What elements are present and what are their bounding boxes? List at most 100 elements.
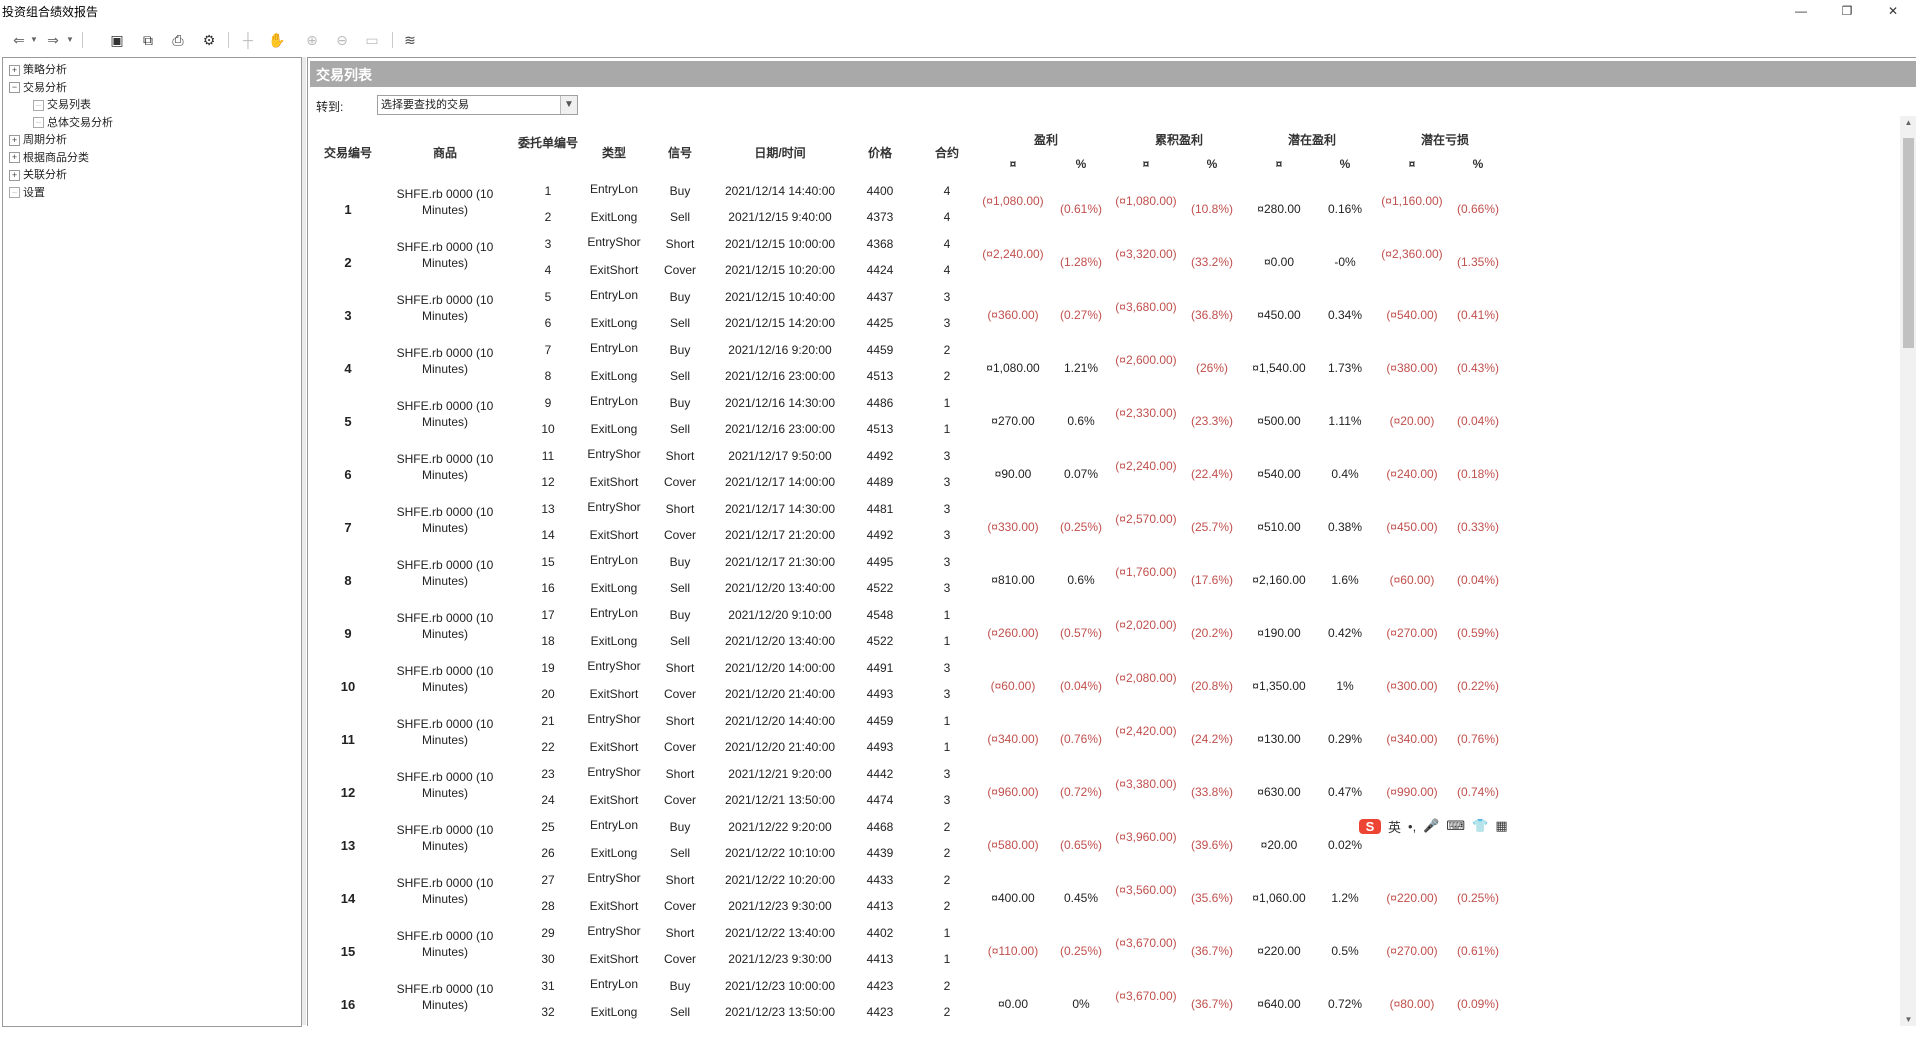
signal: Sell xyxy=(669,846,690,860)
potential-profit-percent: 0.29% xyxy=(1327,732,1363,746)
ime-language-toggle[interactable]: 英 xyxy=(1388,819,1402,835)
back-dropdown-icon[interactable]: ▼ xyxy=(30,35,38,44)
signal: Sell xyxy=(669,316,690,330)
page-icon[interactable] xyxy=(33,117,44,129)
tree-item[interactable]: + 周期分析 xyxy=(3,132,113,150)
signal: Short xyxy=(665,926,695,940)
trade-finder-select[interactable]: 选择要查找的交易 ▼ xyxy=(377,95,578,115)
expand-icon[interactable]: + xyxy=(9,64,20,76)
tree-item[interactable]: + 关联分析 xyxy=(3,167,113,185)
signal: Sell xyxy=(669,581,690,595)
price: 4491 xyxy=(866,661,894,675)
collapse-icon[interactable]: − xyxy=(9,82,20,94)
profit-percent: (0.25%) xyxy=(1059,944,1103,958)
price: 4442 xyxy=(866,767,894,781)
expand-icon[interactable]: + xyxy=(9,134,20,146)
order-number: 19 xyxy=(541,661,555,675)
potential-profit-value: ¤2,160.00 xyxy=(1252,573,1306,587)
settings-icon[interactable]: ⚙ xyxy=(202,32,216,48)
skin-icon[interactable]: 👕 xyxy=(1472,818,1489,833)
price: 4433 xyxy=(866,873,894,887)
ime-logo-icon[interactable]: S xyxy=(1359,818,1381,834)
report-pane: 交易列表 转到: 选择要查找的交易 ▼ 交易编号 商品 委托单编号 类型 信号 日期/时间… xyxy=(307,57,1916,1026)
tree-item[interactable]: 设置 xyxy=(3,185,113,203)
price: 4548 xyxy=(866,608,894,622)
profit-percent: 0.6% xyxy=(1067,573,1095,587)
print-icon[interactable]: ⎙ xyxy=(172,32,184,48)
cumulative-profit-percent: (22.4%) xyxy=(1190,467,1234,481)
ime-punctuation-icon[interactable]: •, xyxy=(1408,818,1417,834)
order-number: 30 xyxy=(541,952,555,966)
potential-profit-value: ¤1,540.00 xyxy=(1252,361,1306,375)
restore-button[interactable]: ❐ xyxy=(1841,4,1853,18)
cumulative-profit-percent: (36.8%) xyxy=(1190,308,1234,322)
profit-value: (¤260.00) xyxy=(987,626,1039,640)
navigation-tree: + 策略分析 − 交易分析 交易列表总体交易分析 + 周期分析 + 根据商品分类 + 关联分析 设置 xyxy=(3,62,113,202)
keyboard-icon[interactable]: ⌨ xyxy=(1446,818,1466,833)
potential-profit-percent: 0.38% xyxy=(1327,520,1363,534)
tree-item[interactable]: + 策略分析 xyxy=(3,62,113,80)
potential-loss-percent: (0.22%) xyxy=(1456,679,1500,693)
section-banner: 交易列表 xyxy=(310,61,1916,87)
signal: Buy xyxy=(669,555,691,569)
zoom-in-icon[interactable]: ⊕ xyxy=(306,32,318,48)
expand-icon[interactable]: + xyxy=(9,152,20,164)
order-type: EntryLon xyxy=(589,394,639,408)
page-icon[interactable] xyxy=(33,99,44,111)
signal: Cover xyxy=(663,528,696,542)
chart-icon[interactable]: ≋ xyxy=(404,32,416,48)
tree-item[interactable]: + 根据商品分类 xyxy=(3,150,113,168)
profit-percent: (0.76%) xyxy=(1059,732,1103,746)
back-icon[interactable]: ⇐ xyxy=(13,32,25,48)
microphone-icon[interactable]: 🎤 xyxy=(1423,818,1440,833)
tree-item[interactable]: 交易列表 xyxy=(3,97,113,115)
header-price: 价格 xyxy=(867,146,892,160)
header-percent: % xyxy=(1075,157,1087,171)
close-button[interactable]: ✕ xyxy=(1887,4,1899,18)
signal: Short xyxy=(665,502,695,516)
title-bar: 投资组合绩效报告 — ❐ ✕ xyxy=(0,0,1916,22)
page-icon[interactable] xyxy=(9,187,20,199)
contracts: 1 xyxy=(943,714,951,728)
vertical-scrollbar[interactable]: ▲ ▼ xyxy=(1900,116,1916,1026)
product-name: SHFE.rb 0000 (10 Minutes) xyxy=(396,611,494,641)
product-name: SHFE.rb 0000 (10 Minutes) xyxy=(396,770,494,800)
minimize-button[interactable]: — xyxy=(1795,4,1807,18)
order-datetime: 2021/12/16 23:00:00 xyxy=(724,369,836,383)
scroll-up-icon[interactable]: ▲ xyxy=(1904,118,1913,127)
hand-icon[interactable]: ✋ xyxy=(268,32,286,48)
price: 4423 xyxy=(866,979,894,993)
price: 4481 xyxy=(866,502,894,516)
pane-splitter[interactable] xyxy=(302,57,306,1025)
forward-dropdown-icon[interactable]: ▼ xyxy=(66,35,74,44)
tree-item-label: 交易列表 xyxy=(47,99,91,111)
grid-menu-icon[interactable]: ▦ xyxy=(1495,818,1508,833)
potential-loss-percent: (0.25%) xyxy=(1456,891,1500,905)
copy-icon[interactable]: ⧉ xyxy=(143,32,153,48)
save-icon[interactable]: ▣ xyxy=(110,32,124,48)
price: 4522 xyxy=(866,634,894,648)
contracts: 2 xyxy=(943,979,951,993)
chevron-down-icon[interactable]: ▼ xyxy=(560,96,577,114)
profit-percent: (0.61%) xyxy=(1059,202,1103,216)
potential-profit-percent: 1.73% xyxy=(1327,361,1363,375)
zoom-out-icon[interactable]: ⊖ xyxy=(336,32,348,48)
header-cumulative-profit: 累积盈利 xyxy=(1154,133,1203,147)
order-type: ExitShort xyxy=(589,793,639,807)
crosshair-icon[interactable]: ┼ xyxy=(243,32,253,48)
contracts: 3 xyxy=(943,661,951,675)
navigation-tree-pane: + 策略分析 − 交易分析 交易列表总体交易分析 + 周期分析 + 根据商品分类 + 关联分析 设置 xyxy=(2,57,302,1027)
forward-icon[interactable]: ⇒ xyxy=(47,32,59,48)
tree-item[interactable]: − 交易分析 xyxy=(3,80,113,98)
scroll-down-icon[interactable]: ▼ xyxy=(1904,1015,1913,1024)
tree-item[interactable]: 总体交易分析 xyxy=(3,115,113,133)
contracts: 3 xyxy=(943,449,951,463)
expand-icon[interactable]: + xyxy=(9,169,20,181)
scrollbar-thumb[interactable] xyxy=(1903,138,1914,348)
fit-icon[interactable]: ▭ xyxy=(365,32,379,48)
order-type: EntryShor xyxy=(587,659,641,673)
order-type: ExitShort xyxy=(589,263,639,277)
contracts: 3 xyxy=(943,555,951,569)
order-type: ExitShort xyxy=(589,475,639,489)
cumulative-profit-value: (¤3,670.00) xyxy=(1115,936,1177,950)
